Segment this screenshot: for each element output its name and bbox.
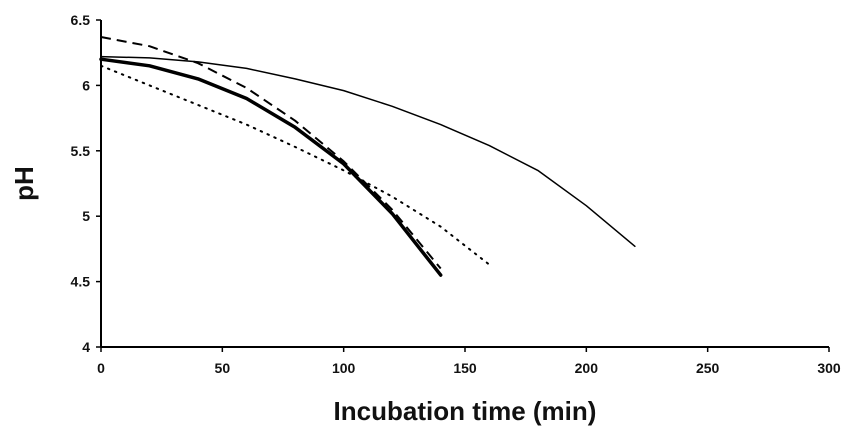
series-lines bbox=[99, 36, 636, 277]
x-tick-label: 100 bbox=[332, 360, 356, 376]
series-line-dashed bbox=[100, 36, 442, 270]
series-line-dotted bbox=[100, 64, 491, 266]
x-tick-label: 250 bbox=[696, 360, 720, 376]
x-tick-label: 0 bbox=[97, 360, 105, 376]
y-axis-title: pH bbox=[9, 166, 39, 201]
y-axis-ticks: 4 4.5 5 5.5 6 6.5 bbox=[71, 12, 101, 355]
series-line-thick-solid bbox=[99, 57, 443, 277]
y-tick-label: 5.5 bbox=[71, 143, 91, 159]
x-axis-ticks: 0 50 100 150 200 250 300 bbox=[97, 347, 841, 376]
y-tick-label: 4.5 bbox=[71, 274, 91, 290]
x-axis-title: Incubation time (min) bbox=[334, 396, 597, 426]
x-tick-label: 200 bbox=[575, 360, 599, 376]
x-tick-label: 300 bbox=[817, 360, 841, 376]
plot-area: 0 50 100 150 200 250 300 4 4.5 5 5.5 6 6.5 bbox=[71, 12, 841, 376]
series-line-thin-solid bbox=[100, 55, 636, 248]
x-tick-label: 50 bbox=[215, 360, 231, 376]
y-tick-label: 4 bbox=[82, 339, 90, 355]
x-tick-label: 150 bbox=[453, 360, 477, 376]
y-tick-label: 6.5 bbox=[71, 12, 91, 28]
y-tick-label: 5 bbox=[82, 208, 90, 224]
y-tick-label: 6 bbox=[82, 77, 90, 93]
